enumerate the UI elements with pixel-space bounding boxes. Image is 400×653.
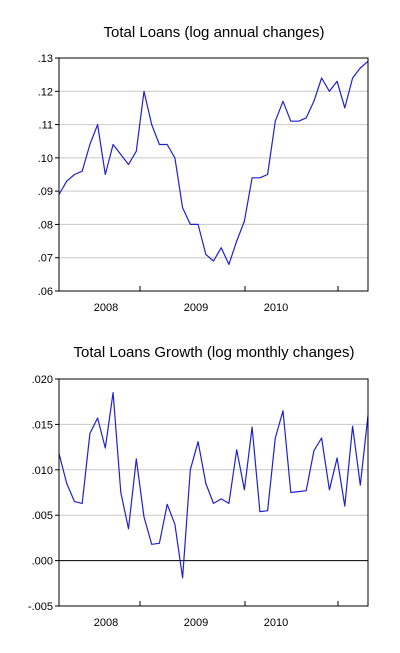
y-tick-label: -.005 (28, 601, 53, 613)
y-tick-label: .005 (32, 510, 53, 522)
chart-total-loans-growth-monthly: Total Loans Growth (log monthly changes)… (28, 344, 369, 629)
y-axis: .06 .07 .08 .09 .10 .11 .12 .13 (38, 53, 59, 298)
series-line (58, 392, 369, 579)
x-tick-label: 2008 (94, 617, 118, 629)
x-tick-label: 2009 (184, 302, 208, 314)
x-tick-label: 2009 (184, 617, 208, 629)
y-tick-label: .07 (38, 253, 53, 265)
series-layer (58, 392, 369, 579)
y-tick-label: .020 (32, 374, 53, 386)
y-tick-label: .12 (38, 86, 53, 98)
plot-frame (58, 378, 369, 607)
x-tick-label: 2010 (264, 617, 288, 629)
grid-lines (59, 90, 368, 259)
chart-total-loans-annual: Total Loans (log annual changes) .06 .07.… (38, 24, 369, 314)
series-layer (58, 60, 369, 265)
x-axis: 2008 2009 2010 (94, 286, 339, 314)
y-axis: -.005 .000 .005 .010 .015 .020 (28, 374, 59, 613)
grid-lines (59, 423, 368, 516)
y-tick-label: .09 (38, 186, 53, 198)
x-tick-label: 2008 (94, 302, 118, 314)
series-line (58, 60, 369, 265)
y-tick-label: .06 (38, 286, 53, 298)
y-tick-label: .11 (39, 120, 53, 132)
y-tick-label: .13 (38, 53, 53, 65)
x-tick-label: 2010 (264, 302, 288, 314)
y-tick-label: .000 (32, 556, 53, 568)
y-tick-label: .015 (32, 419, 53, 431)
plot-frame (58, 57, 369, 292)
y-tick-label: .08 (38, 219, 53, 231)
x-axis: 2008 2009 2010 (94, 601, 339, 629)
y-tick-label: .010 (32, 465, 53, 477)
chart-title: Total Loans Growth (log monthly changes) (74, 344, 355, 361)
chart-title: Total Loans (log annual changes) (104, 24, 325, 41)
y-tick-label: .10 (38, 153, 53, 165)
